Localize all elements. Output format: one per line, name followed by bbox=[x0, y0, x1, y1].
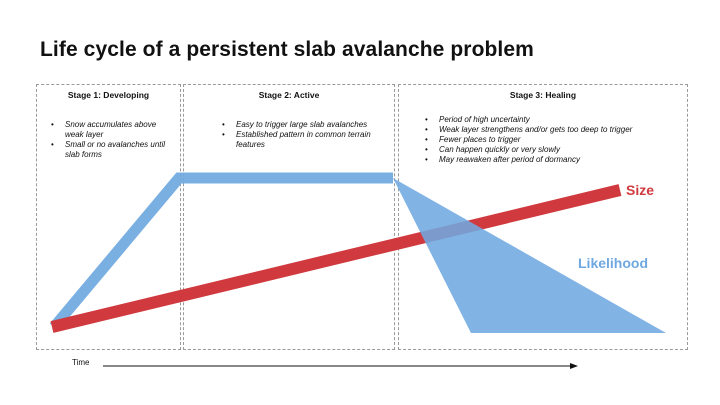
stage-3-title: Stage 3: Healing bbox=[509, 90, 577, 100]
stage-3-bullet: Can happen quickly or very slowly bbox=[425, 145, 645, 155]
stage-1-box: Stage 1: Developing Snow accumulates abo… bbox=[36, 84, 181, 350]
stage-3-bullet: Fewer places to trigger bbox=[425, 135, 645, 145]
stage-2-bullet: Easy to trigger large slab avalanches bbox=[222, 120, 372, 130]
size-line bbox=[50, 184, 622, 333]
time-axis-label: Time bbox=[72, 358, 90, 367]
size-label: Size bbox=[626, 182, 655, 198]
likelihood-label: Likelihood bbox=[578, 255, 648, 271]
stage-1-title: Stage 1: Developing bbox=[67, 90, 150, 100]
stage-2-bullet: Established pattern in common terrain fe… bbox=[222, 130, 372, 150]
stage-2-bullets: Easy to trigger large slab avalanches Es… bbox=[222, 120, 372, 150]
stage-1-bullet: Small or no avalanches until slab forms bbox=[51, 140, 176, 160]
stage-3-bullet: May reawaken after period of dormancy bbox=[425, 155, 645, 165]
stage-3-box: Stage 3: Healing Period of high uncertai… bbox=[398, 84, 688, 350]
stage-1-bullets: Snow accumulates above weak layer Small … bbox=[51, 120, 176, 160]
stage-3-bullets: Period of high uncertainty Weak layer st… bbox=[425, 115, 645, 165]
stage-2-box: Stage 2: Active Easy to trigger large sl… bbox=[183, 84, 395, 350]
stage-3-bullet: Period of high uncertainty bbox=[425, 115, 645, 125]
likelihood-healing-wedge bbox=[393, 178, 666, 333]
likelihood-band bbox=[49, 172, 393, 331]
stage-2-title: Stage 2: Active bbox=[258, 90, 320, 100]
stage-1-bullet: Snow accumulates above weak layer bbox=[51, 120, 176, 140]
time-axis-arrowhead bbox=[570, 363, 578, 369]
stage-3-bullet: Weak layer strengthens and/or gets too d… bbox=[425, 125, 645, 135]
slide-title: Life cycle of a persistent slab avalanch… bbox=[40, 38, 534, 61]
